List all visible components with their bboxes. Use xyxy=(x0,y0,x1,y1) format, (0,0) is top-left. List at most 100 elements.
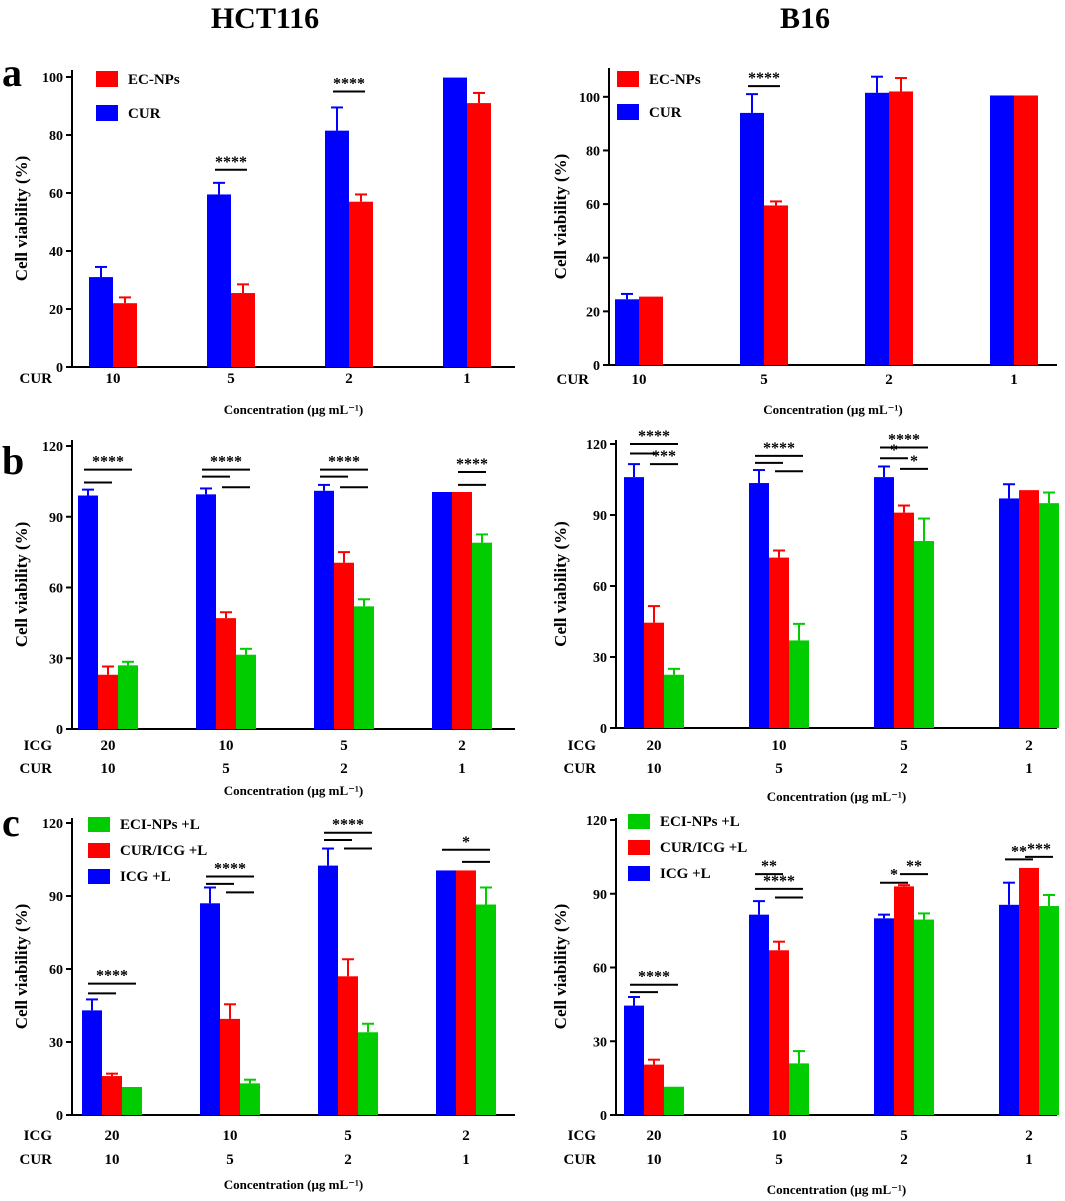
bar-icg-l-3 xyxy=(432,491,452,729)
category-label: 1 xyxy=(1010,372,1018,388)
bar-icg-l-2 xyxy=(318,865,338,1115)
bar-ec-nps-0 xyxy=(113,303,137,367)
bar-eci-nps-l-3 xyxy=(1039,503,1059,728)
bar-ec-nps-2 xyxy=(349,201,373,367)
category-label: 2 xyxy=(885,372,893,388)
y-tick-label: 30 xyxy=(49,652,63,667)
bar-icg-l-1 xyxy=(749,914,769,1115)
y-tick-label: 100 xyxy=(579,91,600,106)
y-tick-label: 90 xyxy=(49,890,63,905)
significance-label: **** xyxy=(638,969,670,986)
bar-ec-nps-3 xyxy=(1014,95,1038,366)
y-tick-label: 20 xyxy=(586,305,600,320)
significance-label: **** xyxy=(210,454,242,471)
bar-cur-icg-l-3 xyxy=(452,491,472,729)
y-tick-label: 60 xyxy=(586,198,600,213)
significance-label: ** xyxy=(1011,843,1027,860)
significance-label: * xyxy=(910,453,918,470)
row-label-cur: CUR xyxy=(20,371,53,387)
bar-ec-nps-2 xyxy=(889,91,913,366)
category-label: 20 xyxy=(105,1128,120,1144)
significance-label: **** xyxy=(328,454,360,471)
significance-label: *** xyxy=(652,448,676,465)
row-label-icg: ICG xyxy=(568,1128,597,1144)
y-axis-label: Cell viability (%) xyxy=(12,522,31,648)
legend-swatch xyxy=(88,817,110,832)
category-label: 10 xyxy=(101,761,116,777)
bar-cur-icg-l-3 xyxy=(1019,867,1039,1115)
significance-label: * xyxy=(462,834,470,851)
bar-cur-icg-l-0 xyxy=(98,674,118,729)
category-label: 1 xyxy=(1025,761,1033,777)
category-label: 1 xyxy=(1025,1152,1033,1168)
legend-swatch xyxy=(96,71,118,87)
legend-label: CUR/ICG +L xyxy=(120,843,207,859)
legend-swatch xyxy=(628,866,650,881)
y-tick-label: 120 xyxy=(42,817,63,832)
category-label: 20 xyxy=(647,1128,662,1144)
significance-label: **** xyxy=(332,817,364,834)
bar-cur-icg-l-0 xyxy=(644,622,664,728)
bar-eci-nps-l-3 xyxy=(472,542,492,729)
column-title-b16: B16 xyxy=(780,2,830,35)
y-axis-label: Cell viability (%) xyxy=(551,904,570,1030)
bar-icg-l-0 xyxy=(624,1005,644,1115)
row-label-cur: CUR xyxy=(564,761,597,777)
legend-swatch xyxy=(88,869,110,884)
bar-icg-l-1 xyxy=(749,483,769,728)
bar-icg-l-3 xyxy=(436,870,456,1115)
y-tick-label: 60 xyxy=(49,963,63,978)
significance-label: **** xyxy=(96,968,128,985)
category-label: 2 xyxy=(1025,1128,1033,1144)
category-label: 5 xyxy=(775,1152,783,1168)
row-label-icg: ICG xyxy=(24,1128,53,1144)
y-tick-label: 0 xyxy=(56,361,63,376)
chart-a2: 0 20 40 60 80 100 Cell viability (%) CUR 10 5 2 1 Co… xyxy=(551,68,1057,417)
bar-cur-icg-l-0 xyxy=(644,1064,664,1115)
y-tick-label: 30 xyxy=(593,651,607,666)
bar-eci-nps-l-0 xyxy=(118,665,138,729)
category-label: 2 xyxy=(900,1152,908,1168)
x-axis-label: Concentration (μg mL⁻¹) xyxy=(224,402,363,417)
significance-label: *** xyxy=(1027,841,1051,858)
significance-label: **** xyxy=(638,428,670,445)
category-label: 2 xyxy=(340,761,348,777)
bar-eci-nps-l-3 xyxy=(1039,906,1059,1115)
bar-cur-0 xyxy=(89,277,113,367)
y-axis-label: Cell viability (%) xyxy=(12,156,31,282)
category-label: 10 xyxy=(223,1128,238,1144)
category-label: 5 xyxy=(340,738,348,754)
category-label: 10 xyxy=(647,1152,662,1168)
bar-eci-nps-l-2 xyxy=(358,1032,378,1115)
legend-swatch xyxy=(628,840,650,855)
legend-label: ECI-NPs +L xyxy=(120,817,200,833)
significance-label: **** xyxy=(763,873,795,890)
legend-label: EC-NPs xyxy=(649,72,701,88)
category-label: 10 xyxy=(219,738,234,754)
bar-cur-icg-l-1 xyxy=(216,618,236,729)
significance-label: **** xyxy=(456,456,488,473)
y-tick-label: 60 xyxy=(49,187,63,202)
row-label-icg: ICG xyxy=(568,738,597,754)
y-tick-label: 30 xyxy=(49,1036,63,1051)
bar-cur-1 xyxy=(740,112,764,365)
bar-cur-icg-l-2 xyxy=(334,562,354,729)
bar-cur-2 xyxy=(865,92,889,365)
significance-label: * xyxy=(890,867,898,884)
column-title-hct116: HCT116 xyxy=(211,2,319,35)
significance-label: **** xyxy=(748,70,780,87)
legend-swatch xyxy=(628,814,650,829)
category-label: 10 xyxy=(632,372,647,388)
category-label: 2 xyxy=(344,1152,352,1168)
bar-eci-nps-l-0 xyxy=(664,1086,684,1115)
panel-label-c: c xyxy=(2,800,20,845)
bar-icg-l-0 xyxy=(624,477,644,728)
row-label-cur: CUR xyxy=(20,761,53,777)
bar-eci-nps-l-1 xyxy=(789,640,809,728)
significance-label: ** xyxy=(906,858,922,875)
y-tick-label: 40 xyxy=(49,245,63,260)
category-label: 1 xyxy=(463,371,471,387)
y-tick-label: 80 xyxy=(586,144,600,159)
significance-label: ** xyxy=(761,858,777,875)
legend-label: CUR xyxy=(128,106,161,122)
